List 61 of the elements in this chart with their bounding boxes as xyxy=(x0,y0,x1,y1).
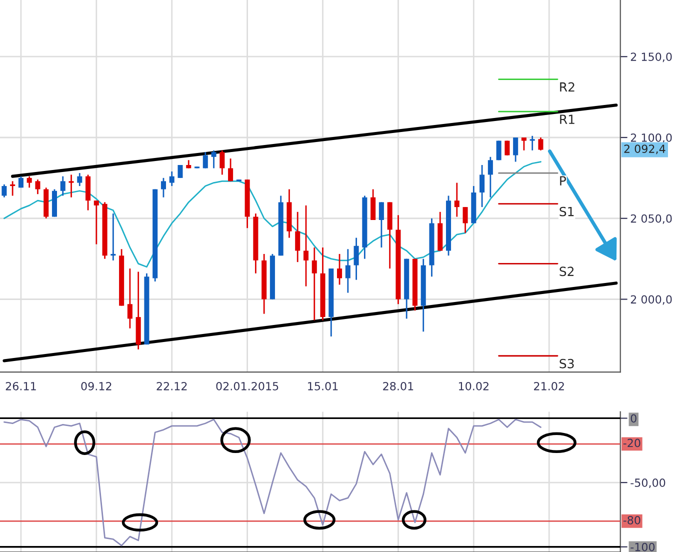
candlestick xyxy=(345,248,350,294)
candlestick xyxy=(496,140,502,161)
candlestick xyxy=(295,211,300,263)
series-label: S3 xyxy=(560,358,574,368)
x-tick-label: 02.01.2015 xyxy=(216,382,278,390)
candlestick xyxy=(480,164,485,208)
series-label: R2 xyxy=(560,82,574,92)
candlestick xyxy=(462,206,468,234)
x-tick-label: 09.12 xyxy=(81,382,112,390)
ref-line-label: -80 xyxy=(623,516,640,524)
y-tick-label: -100 xyxy=(630,542,655,552)
candlestick xyxy=(68,174,74,198)
candlestick xyxy=(378,202,384,248)
candlestick xyxy=(337,253,342,286)
candlestick xyxy=(2,184,7,198)
series-label: S1 xyxy=(560,206,574,216)
candlestick xyxy=(110,212,116,262)
candlestick xyxy=(488,156,493,198)
x-tick-label: 22.12 xyxy=(156,382,187,390)
x-tick-label: 21.02 xyxy=(534,382,564,390)
candlestick xyxy=(94,200,99,245)
x-tick-label: 28.01 xyxy=(383,382,414,390)
y-tick-label: 2 000,0 xyxy=(630,295,672,305)
candlestick xyxy=(504,140,510,156)
candlestick xyxy=(178,164,183,179)
y-tick-label: 2 150,0 xyxy=(630,52,672,62)
candlestick xyxy=(228,158,234,182)
y-tick-label: 2 050,0 xyxy=(630,214,672,224)
candlestick xyxy=(513,136,518,162)
candlestick xyxy=(354,237,359,281)
candlestick xyxy=(160,177,166,198)
candlestick xyxy=(77,172,82,187)
candlestick xyxy=(312,246,317,321)
candlestick xyxy=(60,176,66,196)
candlestick xyxy=(538,136,544,152)
candlestick xyxy=(26,176,32,188)
text: 2 092,4 xyxy=(624,144,666,154)
ref-line-label: -20 xyxy=(623,438,640,448)
x-tick-label: 26.11 xyxy=(6,382,36,390)
candlestick xyxy=(370,188,376,221)
series-label: R1 xyxy=(560,114,574,124)
candlestick xyxy=(530,135,535,152)
x-tick-label: 10.02 xyxy=(458,382,488,390)
line-series xyxy=(3,418,542,546)
candlestick xyxy=(303,204,309,288)
series-label: S2 xyxy=(560,266,574,276)
candlestick xyxy=(521,136,526,152)
candlestick xyxy=(220,150,225,176)
x-tick-label: 15.01 xyxy=(308,382,338,390)
candlestick xyxy=(454,182,460,218)
y-tick-label: 0 xyxy=(630,414,636,423)
line-series xyxy=(3,161,542,268)
candlestick xyxy=(127,268,132,330)
candlestick xyxy=(35,178,40,195)
y-tick-label: 2 100,0 xyxy=(630,133,672,144)
candlestick xyxy=(211,150,216,169)
candlestick xyxy=(169,170,174,187)
candlestick xyxy=(202,151,208,169)
series-label: P xyxy=(560,176,566,186)
candlestick xyxy=(10,180,16,196)
y-tick-label: -50,00 xyxy=(630,478,666,488)
